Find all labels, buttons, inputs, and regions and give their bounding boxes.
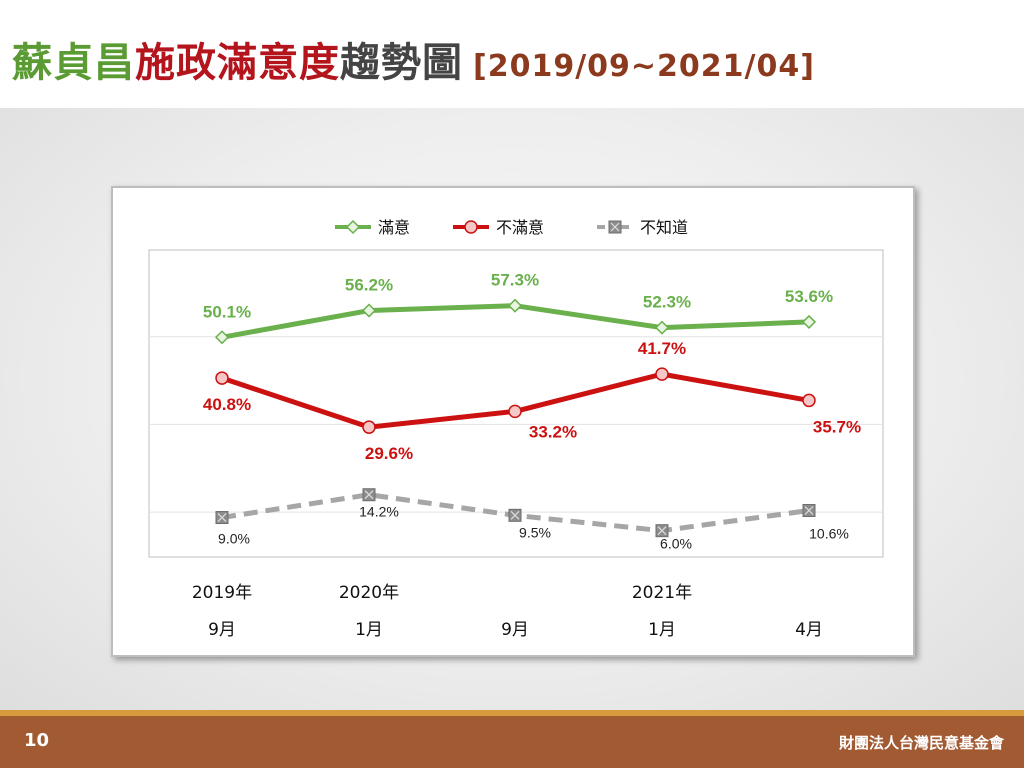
- slide-title: 蘇貞昌施政滿意度趨勢圖 [2019/09~2021/04]: [12, 30, 815, 88]
- legend-label: 不滿意: [496, 218, 544, 237]
- data-point-cross: [657, 526, 667, 536]
- footer-accent-line: [0, 710, 1024, 716]
- legend-label: 不知道: [640, 218, 688, 237]
- data-point: [802, 504, 816, 518]
- data-point: [508, 404, 522, 419]
- title-date-range: [2019/09~2021/04]: [473, 49, 815, 84]
- data-point-cross: [364, 490, 374, 500]
- title-topic: 施政滿意度: [135, 40, 340, 86]
- data-label: 52.3%: [643, 293, 691, 312]
- data-point: [655, 524, 669, 538]
- x-tick-month: 9月: [208, 620, 236, 640]
- footer-bar: 10 財團法人台灣民意基金會: [0, 716, 1024, 768]
- data-label: 50.1%: [203, 302, 251, 321]
- data-point: [362, 420, 376, 434]
- data-label: 9.5%: [519, 524, 551, 540]
- title-suffix: 趨勢圖: [340, 40, 463, 86]
- data-point: [801, 314, 817, 329]
- data-label: 35.7%: [813, 417, 861, 436]
- data-label: 40.8%: [203, 395, 251, 414]
- title-bar: 蘇貞昌施政滿意度趨勢圖 [2019/09~2021/04]: [0, 0, 1024, 108]
- data-point-cross: [804, 506, 814, 515]
- chart-frame: 滿意 不滿意 不知道 50.1% 56.2% 57.3% 52.3% 53.6% 40.8% 29…: [111, 186, 915, 657]
- legend-marker: [464, 220, 478, 234]
- x-tick-year: 2019年: [192, 583, 252, 603]
- data-label: 14.2%: [359, 504, 399, 520]
- data-label: 9.0%: [218, 531, 250, 547]
- legend-marker: [608, 220, 622, 234]
- data-point: [507, 298, 523, 313]
- data-label: 6.0%: [660, 536, 692, 552]
- data-point: [215, 371, 229, 385]
- data-label: 10.6%: [809, 526, 849, 542]
- trend-chart: 滿意 不滿意 不知道 50.1% 56.2% 57.3% 52.3% 53.6% 40.8% 29…: [148, 218, 884, 640]
- page-number: 10: [24, 730, 50, 751]
- legend-label: 滿意: [378, 218, 410, 237]
- data-label: 57.3%: [491, 271, 539, 290]
- data-label: 33.2%: [529, 422, 577, 441]
- data-point: [361, 303, 377, 318]
- data-point: [802, 393, 816, 408]
- data-point-cross: [510, 510, 520, 520]
- legend-marker: [345, 219, 361, 235]
- organization-name: 財團法人台灣民意基金會: [838, 734, 1004, 752]
- x-tick-month: 4月: [795, 620, 823, 640]
- data-point: [215, 511, 229, 525]
- data-label: 41.7%: [638, 339, 686, 358]
- x-tick-month: 1月: [648, 620, 676, 640]
- x-tick-year: 2020年: [339, 583, 399, 603]
- data-point: [654, 320, 670, 335]
- data-label: 29.6%: [365, 444, 413, 463]
- x-tick-year: 2021年: [632, 583, 692, 603]
- data-label: 53.6%: [785, 287, 833, 306]
- data-point-cross: [217, 513, 227, 522]
- title-name: 蘇貞昌: [12, 40, 135, 86]
- data-point: [655, 367, 669, 381]
- data-point: [508, 508, 522, 522]
- legend-marker-cross: [610, 222, 620, 232]
- x-tick-month: 1月: [355, 620, 383, 640]
- data-point: [214, 330, 230, 345]
- data-label: 56.2%: [345, 276, 393, 295]
- x-tick-month: 9月: [501, 620, 529, 640]
- data-point: [362, 488, 376, 502]
